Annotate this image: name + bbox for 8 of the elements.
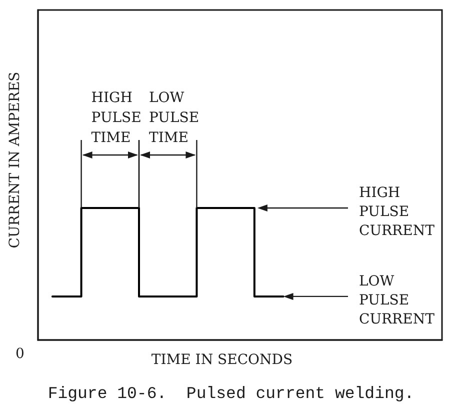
annotation: LOW PULSE CURRENT <box>359 273 436 328</box>
text: HIGH PULSE TIME <box>91 90 142 146</box>
text: LOW PULSE TIME <box>149 90 200 146</box>
y-axis-title: CURRENT IN AMPERES <box>7 72 23 248</box>
annotation: HIGH PULSE CURRENT <box>359 185 436 239</box>
x-axis-title: TIME IN SECONDS <box>151 352 293 368</box>
caption: Figure 10-6. Pulsed current welding. <box>48 384 414 403</box>
text: 0 <box>16 346 24 362</box>
